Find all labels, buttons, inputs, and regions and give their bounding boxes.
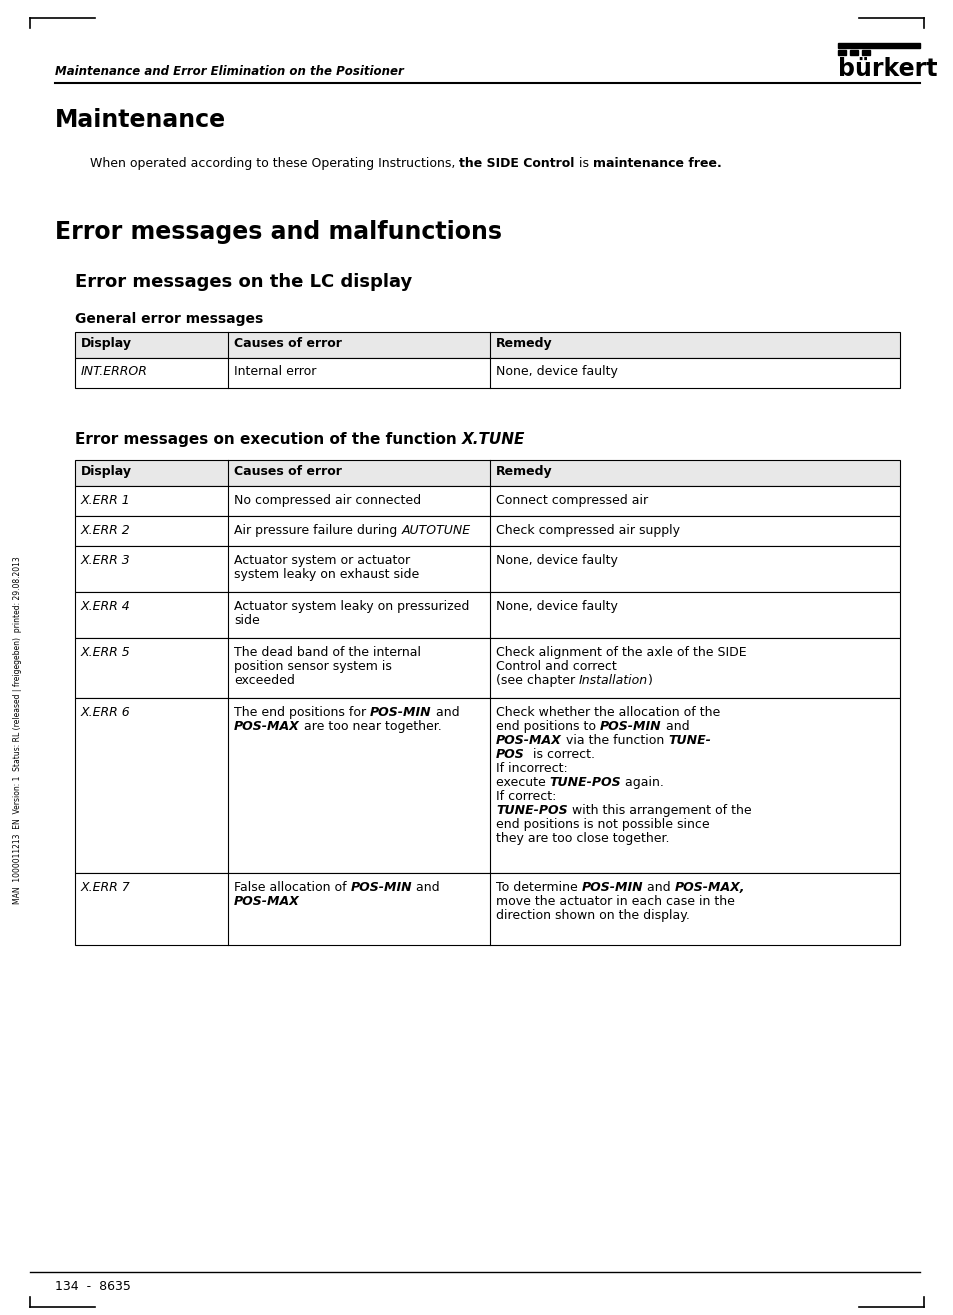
Text: When operated according to these Operating Instructions,: When operated according to these Operati… [90, 156, 459, 170]
Text: If incorrect:: If incorrect: [496, 761, 567, 775]
Text: X.ERR 3: X.ERR 3 [81, 554, 131, 567]
Text: Remedy: Remedy [496, 466, 552, 477]
Text: are too near together.: are too near together. [299, 721, 441, 732]
Text: 134  -  8635: 134 - 8635 [55, 1279, 131, 1293]
Bar [837, 43, 919, 49]
Text: (see chapter: (see chapter [496, 675, 578, 686]
Text: and: and [642, 881, 675, 894]
Text: and: and [432, 706, 459, 719]
Text: POS-MIN: POS-MIN [599, 721, 661, 732]
Text: POS-MAX: POS-MAX [233, 896, 299, 907]
Text: None, device faulty: None, device faulty [496, 554, 618, 567]
Text: Display: Display [81, 466, 132, 477]
Text: TUNE-POS: TUNE-POS [549, 776, 620, 789]
Text: bürkert: bürkert [837, 57, 937, 82]
Text: The end positions for: The end positions for [233, 706, 370, 719]
Bar [75, 460, 899, 487]
Text: exceeded: exceeded [233, 675, 294, 686]
Text: TUNE-: TUNE- [667, 734, 710, 747]
Text: Remedy: Remedy [496, 337, 552, 350]
Bar [75, 515, 899, 546]
Text: system leaky on exhaust side: system leaky on exhaust side [233, 568, 418, 581]
Text: Maintenance: Maintenance [55, 108, 226, 132]
Text: Internal error: Internal error [233, 366, 316, 377]
Text: ): ) [648, 675, 653, 686]
Text: maintenance free.: maintenance free. [592, 156, 720, 170]
Text: Control and correct: Control and correct [496, 660, 616, 673]
Text: X.TUNE: X.TUNE [461, 433, 525, 447]
Text: INT.ERROR: INT.ERROR [81, 366, 148, 377]
Text: MAN  1000011213  EN  Version: 1  Status: RL (released | freigegeben)  printed: 2: MAN 1000011213 EN Version: 1 Status: RL … [13, 556, 23, 903]
Text: is: is [574, 156, 592, 170]
Text: direction shown on the display.: direction shown on the display. [496, 909, 689, 922]
Text: Actuator system or actuator: Actuator system or actuator [233, 554, 410, 567]
Text: end positions to: end positions to [496, 721, 599, 732]
Text: False allocation of: False allocation of [233, 881, 351, 894]
Text: end positions is not possible since: end positions is not possible since [496, 818, 709, 831]
Text: move the actuator in each case in the: move the actuator in each case in the [496, 896, 734, 907]
Text: POS-MAX,: POS-MAX, [675, 881, 744, 894]
Text: X.ERR 5: X.ERR 5 [81, 646, 131, 659]
Text: the SIDE Control: the SIDE Control [459, 156, 574, 170]
Text: is correct.: is correct. [524, 748, 594, 761]
Text: execute: execute [496, 776, 549, 789]
Text: Installation: Installation [578, 675, 648, 686]
Bar [849, 50, 857, 55]
Text: and: and [412, 881, 439, 894]
Text: Display: Display [81, 337, 132, 350]
Text: X.ERR 7: X.ERR 7 [81, 881, 131, 894]
Text: Error messages on execution of the function: Error messages on execution of the funct… [75, 433, 461, 447]
Text: TUNE-POS: TUNE-POS [496, 803, 567, 817]
Text: None, device faulty: None, device faulty [496, 366, 618, 377]
Text: again.: again. [620, 776, 663, 789]
Bar [75, 638, 899, 698]
Bar [75, 358, 899, 388]
Text: X.ERR 1: X.ERR 1 [81, 494, 131, 508]
Text: Connect compressed air: Connect compressed air [496, 494, 647, 508]
Text: POS-MIN: POS-MIN [351, 881, 412, 894]
Text: Error messages on the LC display: Error messages on the LC display [75, 274, 412, 291]
Bar [837, 50, 845, 55]
Text: AUTOTUNE: AUTOTUNE [401, 523, 470, 537]
Bar [75, 331, 899, 358]
Bar [75, 592, 899, 638]
Text: POS-MIN: POS-MIN [370, 706, 432, 719]
Text: Check compressed air supply: Check compressed air supply [496, 523, 679, 537]
Text: The dead band of the internal: The dead band of the internal [233, 646, 420, 659]
Text: Check whether the allocation of the: Check whether the allocation of the [496, 706, 720, 719]
Text: X.ERR 4: X.ERR 4 [81, 600, 131, 613]
Bar [75, 487, 899, 515]
Text: Causes of error: Causes of error [233, 337, 341, 350]
Text: they are too close together.: they are too close together. [496, 832, 669, 846]
Text: Actuator system leaky on pressurized: Actuator system leaky on pressurized [233, 600, 469, 613]
Text: None, device faulty: None, device faulty [496, 600, 618, 613]
Text: via the function: via the function [561, 734, 667, 747]
Text: Check alignment of the axle of the SIDE: Check alignment of the axle of the SIDE [496, 646, 746, 659]
Text: position sensor system is: position sensor system is [233, 660, 392, 673]
Text: If correct:: If correct: [496, 790, 556, 803]
Text: POS: POS [496, 748, 524, 761]
Text: side: side [233, 614, 259, 627]
Text: To determine: To determine [496, 881, 581, 894]
Bar [75, 873, 899, 945]
Text: Air pressure failure during: Air pressure failure during [233, 523, 401, 537]
Text: X.ERR 2: X.ERR 2 [81, 523, 131, 537]
Text: POS-MIN: POS-MIN [581, 881, 642, 894]
Bar [75, 698, 899, 873]
Bar [75, 546, 899, 592]
Text: No compressed air connected: No compressed air connected [233, 494, 420, 508]
Text: Maintenance and Error Elimination on the Positioner: Maintenance and Error Elimination on the… [55, 64, 403, 78]
Text: POS-MAX: POS-MAX [233, 721, 299, 732]
Text: General error messages: General error messages [75, 312, 263, 326]
Text: Error messages and malfunctions: Error messages and malfunctions [55, 220, 501, 245]
Bar [862, 50, 869, 55]
Text: POS-MAX: POS-MAX [496, 734, 561, 747]
Text: Causes of error: Causes of error [233, 466, 341, 477]
Text: and: and [661, 721, 688, 732]
Text: X.ERR 6: X.ERR 6 [81, 706, 131, 719]
Text: with this arrangement of the: with this arrangement of the [567, 803, 750, 817]
